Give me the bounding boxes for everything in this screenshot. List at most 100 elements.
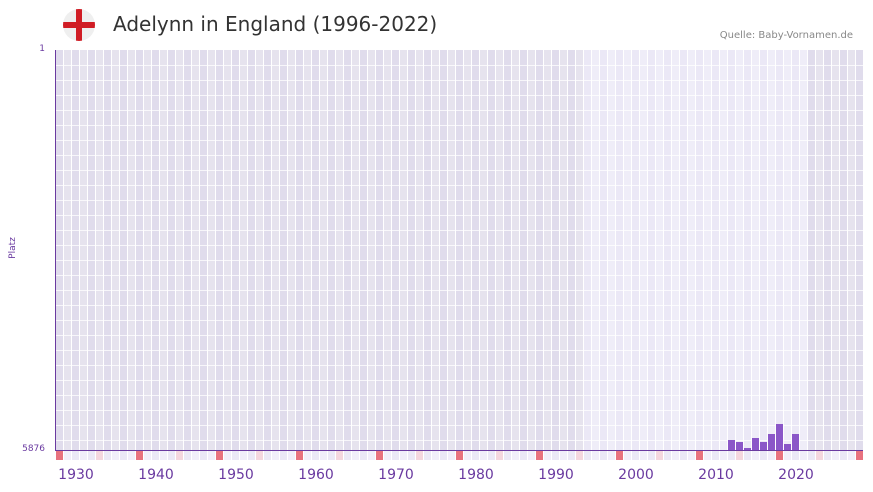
grid-column <box>592 50 599 450</box>
grid-column <box>64 50 71 450</box>
bar-2013[interactable] <box>736 442 743 450</box>
half-decade-marker <box>736 451 743 460</box>
bar-2018[interactable] <box>776 424 783 450</box>
year-cell <box>688 451 695 460</box>
grid-column <box>400 50 407 450</box>
year-cell <box>760 451 767 460</box>
grid-column <box>536 50 543 450</box>
grid-line <box>56 275 863 276</box>
grid-column <box>360 50 367 450</box>
grid-column <box>768 50 775 450</box>
decade-marker <box>56 451 63 460</box>
grid-line <box>56 215 863 216</box>
grid-line <box>56 170 863 171</box>
year-cell <box>712 451 719 460</box>
decade-marker <box>456 451 463 460</box>
year-cell <box>104 451 111 460</box>
grid-column <box>736 50 743 450</box>
bar-2016[interactable] <box>760 442 767 450</box>
grid-line <box>56 305 863 306</box>
year-cell <box>624 451 631 460</box>
bar-2012[interactable] <box>728 440 735 450</box>
year-cell <box>560 451 567 460</box>
grid-column <box>648 50 655 450</box>
grid-column <box>328 50 335 450</box>
bar-2015[interactable] <box>752 438 759 450</box>
bar-2014[interactable] <box>744 448 751 450</box>
year-cell <box>480 451 487 460</box>
grid-line <box>56 290 863 291</box>
grid-column <box>856 50 863 450</box>
year-cell <box>632 451 639 460</box>
half-decade-marker <box>496 451 503 460</box>
year-cell <box>208 451 215 460</box>
grid-line <box>56 125 863 126</box>
grid-column <box>304 50 311 450</box>
grid-column <box>112 50 119 450</box>
year-cell <box>264 451 271 460</box>
year-cell <box>320 451 327 460</box>
grid-column <box>792 50 799 450</box>
half-decade-marker <box>816 451 823 460</box>
grid-line <box>56 80 863 81</box>
half-decade-marker <box>96 451 103 460</box>
source-credit: Quelle: Baby-Vornamen.de <box>719 30 853 41</box>
year-cell <box>424 451 431 460</box>
year-cell <box>488 451 495 460</box>
grid-column <box>704 50 711 450</box>
year-cell <box>680 451 687 460</box>
grid-column <box>464 50 471 450</box>
decade-marker <box>376 451 383 460</box>
grid-column <box>656 50 663 450</box>
y-tick-top: 1 <box>39 44 45 54</box>
grid-column <box>728 50 735 450</box>
grid-column <box>608 50 615 450</box>
bar-2019[interactable] <box>784 444 791 450</box>
grid-column <box>552 50 559 450</box>
grid-column <box>496 50 503 450</box>
x-tick-label: 1960 <box>298 467 334 483</box>
grid-column <box>424 50 431 450</box>
bar-2017[interactable] <box>768 434 775 450</box>
half-decade-marker <box>416 451 423 460</box>
grid-column <box>96 50 103 450</box>
grid-column <box>720 50 727 450</box>
year-cell <box>440 451 447 460</box>
year-cell <box>240 451 247 460</box>
year-cell <box>328 451 335 460</box>
year-cell <box>584 451 591 460</box>
year-cell <box>384 451 391 460</box>
grid-column <box>584 50 591 450</box>
bar-2020[interactable] <box>792 434 799 450</box>
grid-column <box>672 50 679 450</box>
x-tick-label: 2000 <box>618 467 654 483</box>
year-cell <box>408 451 415 460</box>
grid-column <box>136 50 143 450</box>
half-decade-marker <box>576 451 583 460</box>
grid-column <box>344 50 351 450</box>
year-cell <box>448 451 455 460</box>
grid-column <box>256 50 263 450</box>
grid-column <box>336 50 343 450</box>
grid-column <box>448 50 455 450</box>
grid-column <box>760 50 767 450</box>
grid-column <box>376 50 383 450</box>
year-cell <box>744 451 751 460</box>
x-tick-label: 1940 <box>138 467 174 483</box>
year-cell <box>232 451 239 460</box>
england-flag-icon <box>63 9 95 41</box>
grid-column <box>712 50 719 450</box>
year-cell <box>120 451 127 460</box>
year-cell <box>344 451 351 460</box>
year-cell <box>608 451 615 460</box>
x-tick-label: 1930 <box>58 467 94 483</box>
year-cell <box>352 451 359 460</box>
year-cell <box>464 451 471 460</box>
grid-column <box>408 50 415 450</box>
year-cell <box>224 451 231 460</box>
year-cell <box>808 451 815 460</box>
year-cell <box>552 451 559 460</box>
year-cell <box>568 451 575 460</box>
grid-column <box>840 50 847 450</box>
year-cell <box>720 451 727 460</box>
